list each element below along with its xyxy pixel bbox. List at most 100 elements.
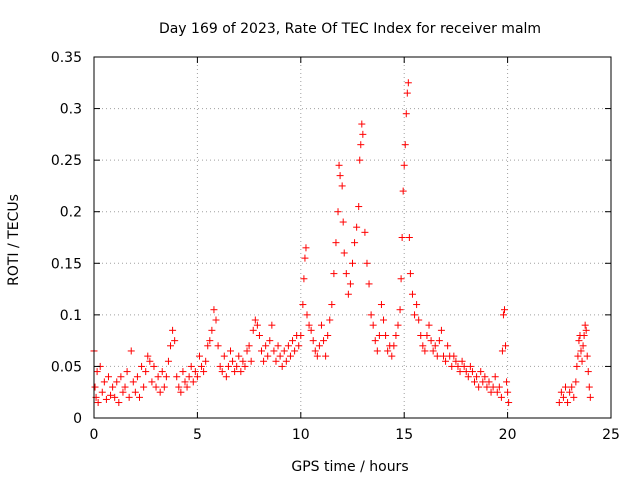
- data-point-marker: [574, 352, 582, 360]
- data-point-marker: [342, 270, 350, 278]
- data-point-marker: [239, 357, 247, 365]
- data-point-marker: [471, 378, 479, 386]
- data-point-marker: [417, 331, 425, 339]
- data-point-marker: [580, 331, 588, 339]
- data-point-marker: [164, 357, 172, 365]
- data-point-marker: [251, 316, 259, 324]
- data-point-marker: [585, 383, 593, 391]
- data-point-marker: [187, 362, 195, 370]
- data-point-marker: [270, 347, 278, 355]
- data-point-marker: [340, 249, 348, 257]
- data-point-marker: [154, 373, 162, 381]
- data-point-marker: [444, 342, 452, 350]
- data-point-marker: [375, 331, 383, 339]
- data-point-marker: [220, 352, 228, 360]
- data-point-marker: [305, 321, 313, 329]
- data-point-marker: [253, 321, 261, 329]
- data-point-marker: [398, 234, 406, 241]
- y-tick-label: 0.2: [60, 205, 82, 221]
- data-point-marker: [456, 368, 464, 376]
- data-point-marker: [335, 161, 343, 169]
- data-point-marker: [204, 342, 212, 350]
- data-point-marker: [371, 337, 379, 345]
- data-point-marker: [152, 383, 160, 391]
- y-tick-label: 0.35: [51, 50, 82, 66]
- data-point-marker: [493, 388, 501, 396]
- data-point-marker: [268, 321, 276, 329]
- data-point-marker: [437, 326, 445, 334]
- data-point-marker: [326, 316, 334, 324]
- y-tick-label: 0.1: [60, 308, 82, 324]
- data-point-marker: [324, 331, 332, 339]
- data-point-marker: [487, 388, 495, 396]
- data-point-marker: [390, 342, 398, 350]
- data-point-marker: [382, 331, 390, 339]
- data-point-marker: [401, 141, 409, 149]
- data-point-marker: [460, 362, 468, 370]
- data-point-marker: [344, 290, 352, 298]
- data-point-marker: [357, 141, 365, 149]
- data-point-marker: [179, 368, 187, 376]
- data-point-marker: [276, 352, 284, 360]
- data-point-marker: [369, 321, 377, 329]
- data-point-marker: [299, 301, 307, 309]
- plot-frame: [93, 56, 612, 419]
- data-point-marker: [332, 239, 340, 247]
- data-point-marker: [454, 362, 462, 370]
- data-point-marker: [94, 399, 102, 407]
- data-point-marker: [243, 347, 251, 355]
- data-point-marker: [423, 331, 431, 339]
- data-point-marker: [284, 342, 292, 350]
- data-point-marker: [218, 368, 226, 376]
- data-point-marker: [210, 306, 218, 314]
- data-point-marker: [291, 347, 299, 355]
- data-point-marker: [557, 388, 565, 396]
- data-point-marker: [497, 393, 505, 401]
- data-point-marker: [129, 378, 137, 386]
- data-point-marker: [208, 326, 216, 334]
- data-point-marker: [473, 373, 481, 381]
- data-point-marker: [148, 378, 156, 386]
- data-point-marker: [359, 130, 367, 138]
- data-point-marker: [226, 347, 234, 355]
- data-point-marker: [222, 373, 230, 381]
- data-point-marker: [278, 362, 286, 370]
- data-point-marker: [575, 337, 583, 345]
- data-point-marker: [140, 383, 148, 391]
- data-point-marker: [115, 399, 123, 407]
- data-point-marker: [311, 347, 319, 355]
- data-point-marker: [289, 337, 297, 345]
- data-point-marker: [198, 362, 206, 370]
- data-point-marker: [582, 326, 590, 334]
- data-point-marker: [123, 368, 131, 376]
- data-point-marker: [365, 280, 373, 288]
- data-point-marker: [91, 383, 99, 391]
- data-point-marker: [262, 342, 270, 350]
- y-tick-label: 0.3: [60, 102, 82, 118]
- data-point-marker: [380, 316, 388, 324]
- data-point-marker: [272, 357, 280, 365]
- data-point-marker: [185, 373, 193, 381]
- chart-title: Day 169 of 2023, Rate Of TEC Index for r…: [159, 21, 541, 37]
- data-point-marker: [309, 337, 317, 345]
- x-tick-label: 5: [193, 427, 202, 443]
- data-point-marker: [559, 393, 567, 401]
- data-point-marker: [367, 311, 375, 319]
- data-point-marker: [491, 373, 499, 381]
- data-point-marker: [481, 373, 489, 381]
- data-point-marker: [346, 280, 354, 288]
- data-point-marker: [216, 362, 224, 370]
- data-point-marker: [568, 383, 576, 391]
- data-point-marker: [104, 373, 112, 381]
- data-point-marker: [373, 347, 381, 355]
- data-point-marker: [427, 337, 435, 345]
- data-point-marker: [162, 373, 170, 381]
- data-point-marker: [258, 347, 266, 355]
- data-point-marker: [193, 373, 201, 381]
- data-point-marker: [429, 347, 437, 355]
- y-axis-title: ROTI / TECUs: [6, 194, 22, 286]
- data-point-marker: [330, 270, 338, 278]
- data-point-marker: [235, 352, 243, 360]
- data-point-marker: [142, 368, 150, 376]
